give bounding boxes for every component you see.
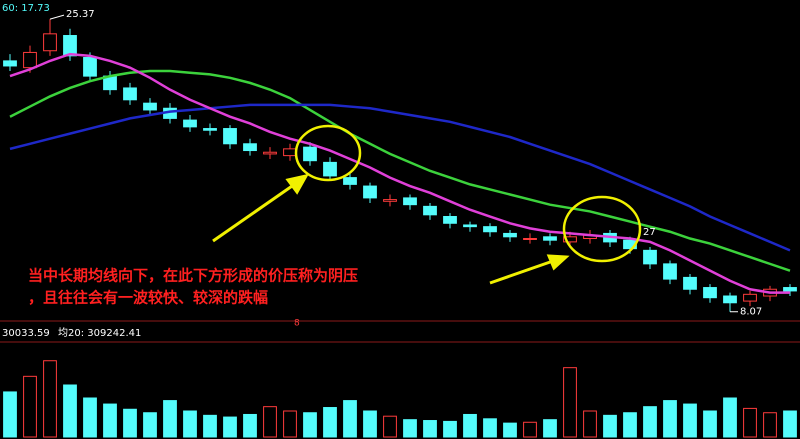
candle-body (663, 263, 677, 280)
volume-bar (303, 412, 317, 438)
candle-body (463, 224, 477, 228)
price-panel: 25.37 8.07 (3, 9, 797, 318)
volume-bar (603, 414, 617, 438)
volume-bar (163, 400, 177, 438)
volume-ma-label: 均20: 309242.41 (58, 327, 141, 339)
volume-bar (3, 391, 17, 438)
marker-label: 8 (294, 319, 300, 329)
candle-body (263, 151, 277, 155)
volume-bar (523, 421, 537, 438)
candle-body (283, 148, 297, 157)
candle-body (323, 161, 337, 177)
volume-bar (103, 403, 117, 438)
low-price-label: 8.07 (740, 307, 762, 318)
candle-body (203, 128, 217, 131)
volume-bar (223, 416, 237, 438)
volume-bar (623, 412, 637, 438)
annotation-note: 当中长期均线向下，在此下方形成的价压称为阴压 (28, 267, 358, 285)
candle-body (43, 33, 57, 52)
volume-bar (63, 384, 77, 438)
arrow (489, 259, 554, 285)
volume-bar (743, 407, 757, 438)
candle-body (383, 199, 397, 202)
highlight-ellipse (294, 124, 362, 182)
candle-body (143, 102, 157, 111)
volume-bar (383, 415, 397, 438)
annotation-note: ，且往往会有一波较快、较深的跌幅 (28, 289, 268, 307)
candle-body (343, 177, 357, 185)
indicator-label: 60: 17.73 (2, 3, 50, 14)
highlight-ellipse (562, 195, 642, 263)
volume-bar (783, 410, 797, 438)
candle-body (223, 128, 237, 145)
candle-body (3, 60, 17, 67)
high-price-label: 25.37 (66, 9, 95, 20)
volume-bar (423, 420, 437, 438)
volume-bar (203, 414, 217, 438)
candle-body (403, 197, 417, 206)
moving-average-line (9, 52, 790, 294)
candle-body (23, 51, 37, 69)
volume-bar (263, 406, 277, 438)
candle-body (243, 143, 257, 152)
volume-bar (243, 413, 257, 438)
candle-body (743, 293, 757, 302)
volume-bar (563, 367, 577, 438)
candle-body (63, 35, 77, 57)
volume-bar (703, 410, 717, 438)
candle-body (783, 287, 797, 292)
candle-body (183, 119, 197, 128)
candle-body (363, 185, 377, 199)
candle-body (643, 249, 657, 265)
volume-bar (763, 412, 777, 438)
candle-body (123, 87, 137, 101)
arrow-head (546, 254, 570, 271)
moving-average-line (9, 103, 791, 252)
volume-bar (343, 400, 357, 438)
volume-bar (663, 400, 677, 438)
volume-bar (23, 375, 37, 438)
candle-body (543, 236, 557, 241)
volume-bar (443, 420, 457, 438)
candle-body (483, 226, 497, 233)
volume-bar (123, 408, 137, 438)
candle-body (563, 236, 577, 243)
candle-body (423, 205, 437, 216)
arrow (212, 182, 296, 243)
volume-bar (183, 410, 197, 438)
arrows (212, 173, 570, 285)
volume-bar (483, 418, 497, 438)
volume-bar (283, 410, 297, 438)
volume-bar (143, 412, 157, 438)
candle-body (503, 232, 517, 238)
volume-bar (43, 360, 57, 438)
candle-body (83, 57, 97, 77)
leader-line (49, 14, 65, 20)
volume-bar (683, 403, 697, 438)
volume-bar (463, 413, 477, 438)
candle-body (523, 238, 537, 240)
arrow-head (285, 173, 309, 195)
candle-body (303, 146, 317, 162)
candle-body (703, 287, 717, 299)
volume-bar (363, 410, 377, 438)
volume-bar (643, 406, 657, 438)
candle-body (723, 295, 737, 304)
volume-bar (403, 419, 417, 438)
volume-bar (83, 397, 97, 438)
price-label: 27 (643, 227, 656, 238)
volume-panel (3, 360, 797, 438)
volume-bar (503, 422, 517, 438)
volume-bar (723, 397, 737, 438)
volume-bar (543, 419, 557, 438)
candle-body (443, 216, 457, 224)
volume-bar (583, 410, 597, 438)
volume-bar (323, 407, 337, 438)
candle-body (683, 276, 697, 290)
volume-label: 30033.59 (2, 328, 50, 339)
